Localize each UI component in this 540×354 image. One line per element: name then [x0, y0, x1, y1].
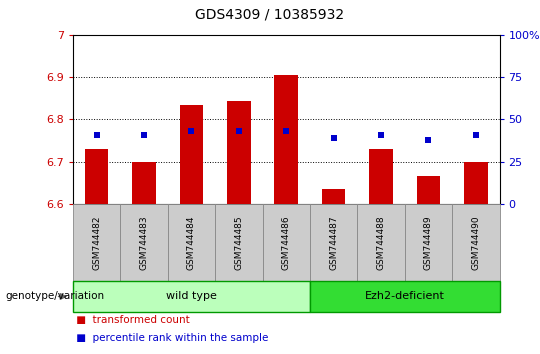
Text: GSM744482: GSM744482 — [92, 215, 101, 270]
Bar — [310, 281, 500, 312]
Text: GSM744487: GSM744487 — [329, 215, 338, 270]
Bar — [168, 204, 215, 281]
Bar — [369, 149, 393, 204]
Text: GSM744489: GSM744489 — [424, 215, 433, 270]
Text: GSM744490: GSM744490 — [471, 215, 480, 270]
Bar — [132, 161, 156, 204]
Bar — [452, 204, 500, 281]
Bar — [73, 204, 120, 281]
Text: Ezh2-deficient: Ezh2-deficient — [364, 291, 444, 302]
Bar — [274, 75, 298, 204]
Bar — [85, 149, 109, 204]
Bar — [357, 204, 404, 281]
Bar — [227, 101, 251, 204]
Text: GSM744486: GSM744486 — [282, 215, 291, 270]
Text: GDS4309 / 10385932: GDS4309 / 10385932 — [195, 7, 345, 21]
Bar — [179, 105, 203, 204]
Bar — [310, 204, 357, 281]
Bar — [416, 176, 440, 204]
Bar — [322, 189, 346, 204]
Text: GSM744484: GSM744484 — [187, 215, 196, 270]
Bar — [120, 204, 168, 281]
Text: GSM744488: GSM744488 — [376, 215, 386, 270]
Bar — [215, 204, 262, 281]
Text: ■  transformed count: ■ transformed count — [73, 315, 190, 325]
Bar — [73, 281, 310, 312]
Bar — [262, 204, 310, 281]
Bar — [464, 161, 488, 204]
Text: genotype/variation: genotype/variation — [5, 291, 105, 302]
Text: GSM744485: GSM744485 — [234, 215, 244, 270]
Text: ■  percentile rank within the sample: ■ percentile rank within the sample — [73, 333, 268, 343]
Text: GSM744483: GSM744483 — [139, 215, 148, 270]
Bar — [404, 204, 452, 281]
Text: wild type: wild type — [166, 291, 217, 302]
